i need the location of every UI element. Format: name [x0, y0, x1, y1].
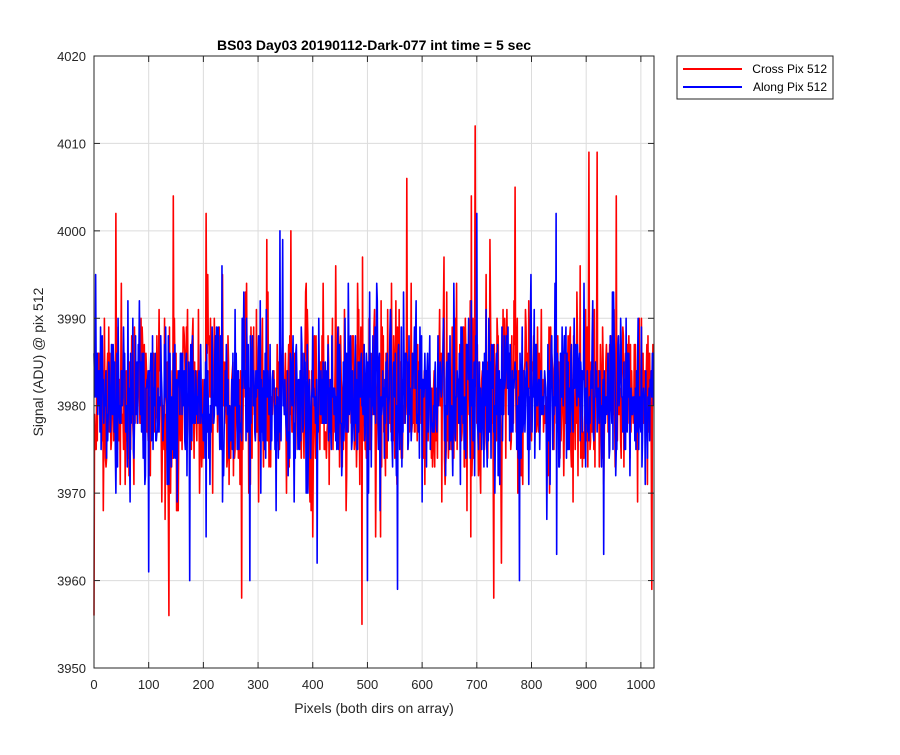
chart-title: BS03 Day03 20190112-Dark-077 int time = …	[217, 37, 531, 53]
x-tick-label: 900	[575, 677, 597, 692]
x-tick-label: 400	[302, 677, 324, 692]
y-tick-label: 4010	[57, 136, 86, 151]
y-tick-label: 3990	[57, 311, 86, 326]
legend: Cross Pix 512 Along Pix 512	[676, 55, 834, 100]
y-tick-label: 3970	[57, 486, 86, 501]
x-tick-label: 0	[90, 677, 97, 692]
legend-box	[676, 55, 834, 100]
y-tick-label: 4000	[57, 224, 86, 239]
y-tick-label: 3980	[57, 399, 86, 414]
y-tick-label: 3950	[57, 661, 86, 676]
x-axis-label: Pixels (both dirs on array)	[294, 700, 454, 716]
x-tick-label: 1000	[626, 677, 655, 692]
x-tick-label: 100	[138, 677, 160, 692]
x-tick-label: 500	[357, 677, 379, 692]
y-axis-label: Signal (ADU) @ pix 512	[30, 287, 46, 436]
x-tick-label: 600	[411, 677, 433, 692]
ticks: 0 100 200 300 400 500 600 700 800 900 1000 3950 3960…	[57, 49, 655, 692]
series-line-along-pix-512	[93, 212, 655, 591]
y-tick-label: 4020	[57, 49, 86, 64]
x-tick-label: 700	[466, 677, 488, 692]
x-tick-label: 800	[521, 677, 543, 692]
legend-label-cross: Cross Pix 512	[752, 62, 827, 76]
x-tick-label: 300	[247, 677, 269, 692]
legend-label-along: Along Pix 512	[753, 80, 827, 94]
y-tick-label: 3960	[57, 574, 86, 589]
x-tick-label: 200	[193, 677, 215, 692]
axes-box	[93, 55, 655, 669]
series-layer	[93, 125, 655, 626]
